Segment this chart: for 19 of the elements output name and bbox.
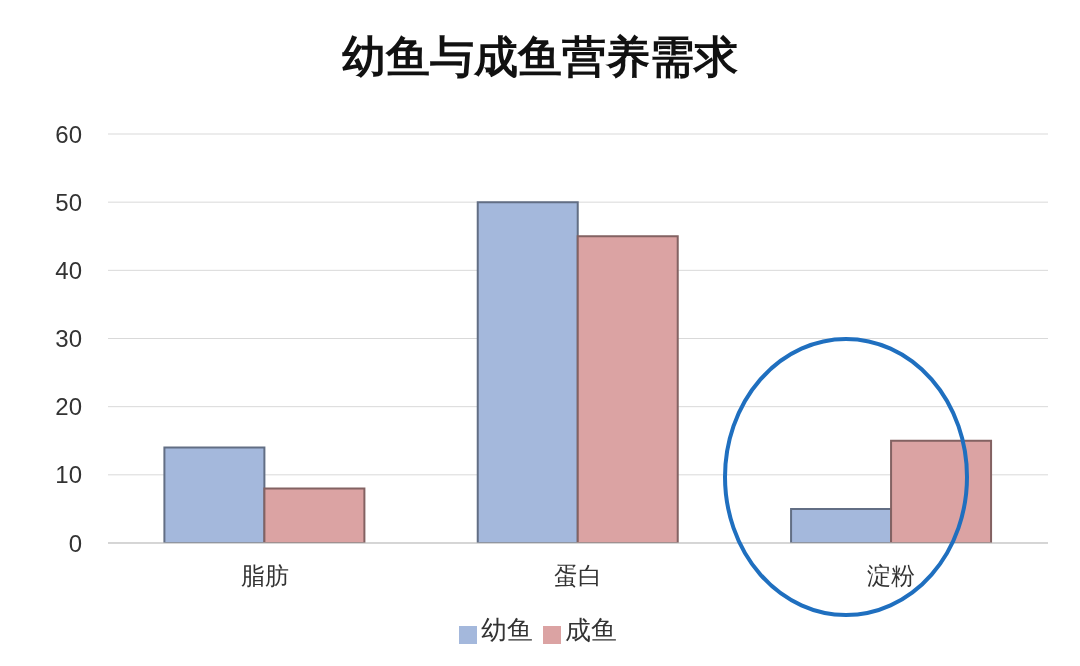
y-tick-label: 20: [55, 393, 82, 421]
y-tick-label: 60: [55, 120, 82, 148]
y-tick-label: 30: [55, 325, 82, 353]
bar: [263, 487, 366, 543]
legend-label: 幼鱼: [481, 615, 533, 645]
y-tick-label: 0: [68, 529, 82, 557]
bar: [790, 507, 893, 543]
x-tick-label: 蛋白: [554, 562, 602, 590]
y-tick-label: 10: [55, 461, 82, 489]
bar: [576, 235, 679, 543]
x-tick-label: 脂肪: [240, 562, 289, 590]
bar: [163, 446, 266, 543]
y-tick-label: 40: [55, 256, 82, 284]
x-tick-label: 淀粉: [867, 562, 916, 590]
y-tick-label: 50: [55, 188, 82, 216]
legend-label: 成鱼: [565, 615, 617, 645]
chart-title: 幼鱼与成鱼营养需求: [341, 31, 739, 83]
bar: [890, 439, 993, 543]
bar: [476, 201, 579, 543]
